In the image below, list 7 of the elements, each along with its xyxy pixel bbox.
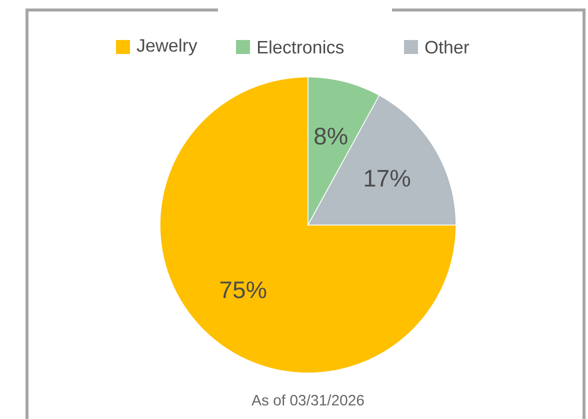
legend-label: Electronics bbox=[258, 40, 344, 54]
data-label: 8% bbox=[314, 128, 348, 145]
data-label: 17% bbox=[364, 170, 410, 187]
data-label: 75% bbox=[220, 281, 266, 298]
text: As of 03/31/2026 bbox=[252, 394, 364, 406]
legend-label: Other bbox=[425, 40, 470, 54]
legend-label: Jewelry bbox=[136, 38, 198, 56]
